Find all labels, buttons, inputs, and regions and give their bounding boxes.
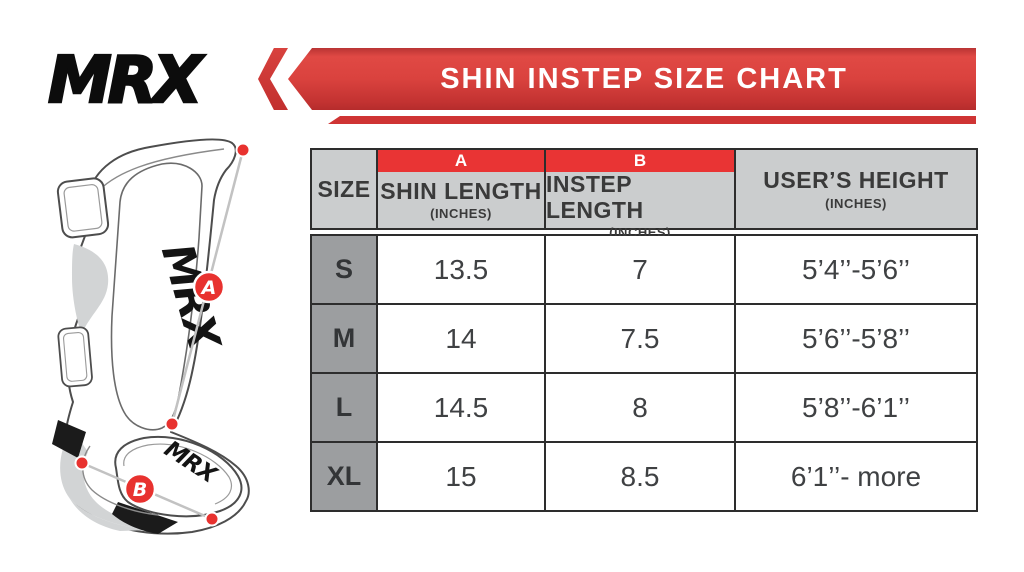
row-m-users-height: 5’6’’-5’8’’ — [736, 305, 976, 372]
strap-gap-shading — [72, 244, 109, 334]
measure-dot — [204, 511, 220, 527]
measure-dot — [164, 416, 180, 432]
row-xl-shin-length: 15 — [378, 443, 544, 510]
row-s-instep-length: 7 — [546, 236, 734, 303]
measure-dot — [74, 455, 90, 471]
header-cell-instep-length: B INSTEP LENGTH (INCHES) — [546, 150, 734, 239]
title-banner: SHIN INSTEP SIZE CHART — [288, 48, 976, 110]
row-l-instep-length: 8 — [546, 374, 734, 441]
lower-strap — [57, 326, 93, 388]
front-shin-pad — [110, 162, 203, 431]
size-table-header: SIZE A SHIN LENGTH (INCHES) B INSTEP LEN… — [310, 148, 978, 239]
shin-length-unit: (INCHES) — [430, 205, 492, 221]
row-l-shin-length: 14.5 — [378, 374, 544, 441]
ankle-black-trim — [52, 420, 86, 458]
row-l-size: L — [312, 374, 376, 441]
row-xl-instep-length: 8.5 — [546, 443, 734, 510]
sole-black-trim — [112, 502, 178, 534]
size-table-body: S 13.5 7 5’4’’-5’6’’ M 14 7.5 5’6’’-5’8’… — [310, 234, 978, 512]
banner-underline — [328, 116, 976, 124]
instep-length-unit: (INCHES) — [609, 224, 671, 240]
row-m-size: M — [312, 305, 376, 372]
shin-guard-illustration: MRX MRX A B — [52, 138, 251, 535]
instep-length-title: INSTEP LENGTH — [546, 171, 644, 223]
marker-b-bar: B — [546, 150, 734, 172]
users-height-unit: (INCHES) — [825, 196, 887, 211]
sole-shading — [68, 496, 150, 531]
measure-dot — [235, 142, 251, 158]
page-title: SHIN INSTEP SIZE CHART — [440, 62, 848, 95]
size-header-label: SIZE — [317, 175, 371, 202]
row-m-instep-length: 7.5 — [546, 305, 734, 372]
row-s-shin-length: 13.5 — [378, 236, 544, 303]
shin-length-title: SHIN LENGTH — [380, 177, 542, 204]
mrx-logo: MRX — [47, 43, 210, 120]
row-s-users-height: 5’4’’-5’6’’ — [736, 236, 976, 303]
header-cell-users-height: USER’S HEIGHT (INCHES) — [736, 150, 976, 228]
mrx-logo-text: MRX — [48, 44, 205, 118]
row-s-size: S — [312, 236, 376, 303]
marker-a-label: A — [200, 277, 217, 299]
header-cell-shin-length: A SHIN LENGTH (INCHES) — [378, 150, 544, 228]
marker-a-bar: A — [378, 150, 544, 172]
users-height-title: USER’S HEIGHT — [763, 167, 949, 193]
row-xl-size: XL — [312, 443, 376, 510]
row-m-shin-length: 14 — [378, 305, 544, 372]
marker-a-badge — [192, 270, 226, 304]
row-l-users-height: 5’8’’-6’1’’ — [736, 374, 976, 441]
instep-pad-inner-line — [123, 443, 233, 505]
marker-b-badge — [123, 472, 157, 506]
heel-shading — [60, 430, 150, 530]
size-table: SIZE A SHIN LENGTH (INCHES) B INSTEP LEN… — [310, 148, 978, 512]
marker-b-label: B — [133, 479, 147, 501]
row-xl-users-height: 6’1’’- more — [736, 443, 976, 510]
upper-strap — [56, 177, 110, 239]
header-cell-size: SIZE — [312, 150, 376, 228]
